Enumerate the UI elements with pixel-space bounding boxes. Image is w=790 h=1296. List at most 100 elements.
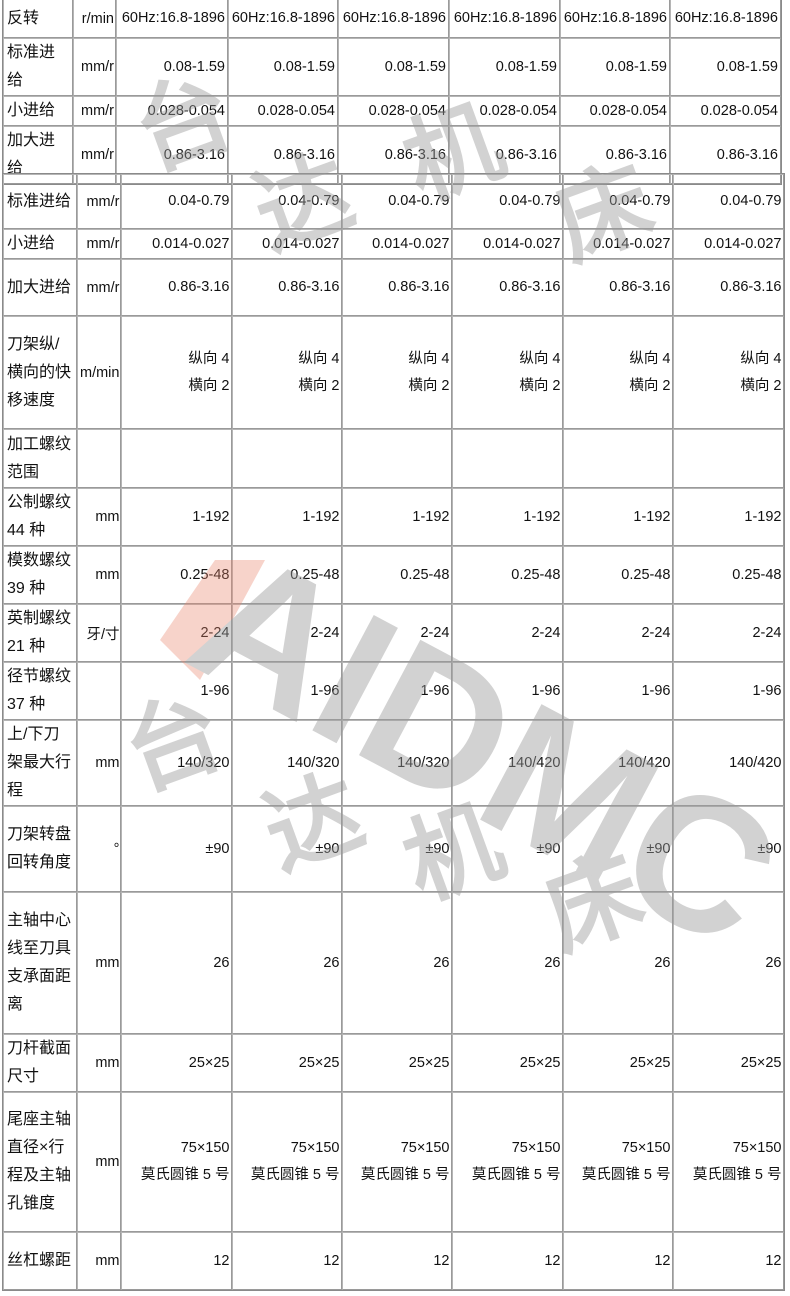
- spec-value: 2-24: [200, 624, 230, 641]
- spec-value: 0.25-48: [511, 566, 561, 583]
- spec-value: 横向 2: [408, 377, 450, 394]
- spec-value: 横向 2: [519, 377, 561, 394]
- spec-value-cell: [563, 429, 674, 488]
- table-row: 丝杠螺距 mm 12 12 12 12 12 12: [3, 1232, 785, 1290]
- spec-value-cell: 140/320: [121, 720, 233, 806]
- spec-value-cell: 0.86-3.16: [670, 126, 781, 184]
- spec-label: 上/下刀架最大行程: [3, 720, 77, 806]
- spec-value-cell: 纵向 4 横向 2: [121, 316, 233, 429]
- spec-value-cell: 0.08-1.59: [670, 38, 781, 96]
- spec-value: 1-192: [633, 508, 671, 525]
- spec-unit: °: [77, 806, 122, 892]
- spec-value: 0.86-3.16: [384, 146, 446, 163]
- spec-value-cell: 60Hz:16.8-1896: [449, 0, 560, 38]
- spec-label: 加工螺纹范围: [3, 429, 77, 488]
- spec-value: 140/320: [177, 754, 230, 771]
- spec-value-cell: 0.014-0.027: [563, 229, 674, 259]
- spec-value: 0.08-1.59: [495, 58, 557, 75]
- spec-value-cell: 0.86-3.16: [563, 259, 674, 316]
- spec-value-cell: 0.04-0.79: [121, 174, 233, 229]
- spec-unit: mm/r: [73, 126, 116, 184]
- table-row: 加工螺纹范围: [3, 429, 785, 488]
- spec-value: 140/320: [397, 754, 450, 771]
- spec-value-cell: 12: [452, 1232, 564, 1290]
- spec-value: 0.86-3.16: [273, 146, 335, 163]
- spec-value-cell: 75×150 莫氏圆锥 5 号: [563, 1092, 674, 1232]
- spec-value-cell: 0.25-48: [232, 546, 343, 604]
- spec-value-cell: 0.028-0.054: [338, 96, 449, 126]
- spec-value: 0.25-48: [621, 566, 671, 583]
- table-row: 主轴中心线至刀具支承面距离 mm 26 26 26 26 26 26: [3, 892, 785, 1034]
- spec-table-main: 标准进给 mm/r 0.04-0.79 0.04-0.79 0.04-0.79 0.04-…: [2, 173, 786, 1291]
- spec-value-cell: 26: [232, 892, 343, 1034]
- spec-value: 2-24: [420, 624, 450, 641]
- spec-value: ±90: [315, 840, 340, 857]
- spec-value: 1-96: [641, 682, 671, 699]
- spec-value-cell: 26: [342, 892, 453, 1034]
- spec-value: 莫氏圆锥 5 号: [471, 1167, 561, 1183]
- spec-value-cell: 25×25: [452, 1034, 564, 1092]
- spec-label: 径节螺纹 37 种: [3, 662, 77, 720]
- spec-value: 横向 2: [740, 377, 782, 394]
- spec-value-cell: 0.014-0.027: [342, 229, 453, 259]
- spec-value-cell: 25×25: [342, 1034, 453, 1092]
- spec-value-cell: 0.86-3.16: [116, 126, 228, 184]
- spec-value: 0.25-48: [180, 566, 230, 583]
- spec-value: 1-192: [192, 508, 230, 525]
- spec-value: 60Hz:16.8-1896: [231, 10, 335, 26]
- spec-value-cell: 1-192: [673, 488, 785, 546]
- spec-value-cell: 2-24: [121, 604, 233, 662]
- spec-value: 0.014-0.027: [593, 235, 671, 252]
- spec-value: 0.86-3.16: [388, 279, 450, 295]
- spec-value-cell: 25×25: [673, 1034, 785, 1092]
- spec-value: 0.028-0.054: [257, 102, 335, 119]
- spec-value-cell: 1-96: [673, 662, 785, 720]
- spec-value: 纵向 4: [519, 350, 561, 367]
- spec-value: 140/420: [729, 754, 782, 771]
- spec-unit: m/min: [77, 316, 122, 429]
- spec-value-cell: 2-24: [673, 604, 785, 662]
- spec-unit: [77, 429, 122, 488]
- spec-value-cell: 60Hz:16.8-1896: [338, 0, 449, 38]
- spec-value-cell: ±90: [673, 806, 785, 892]
- spec-value: 75×150: [290, 1140, 340, 1156]
- spec-value-cell: 140/420: [452, 720, 564, 806]
- spec-value-cell: 0.25-48: [563, 546, 674, 604]
- spec-value-cell: 0.028-0.054: [449, 96, 560, 126]
- spec-label: 尾座主轴直径×行程及主轴孔锥度: [3, 1092, 77, 1232]
- spec-label: 刀杆截面尺寸: [3, 1034, 77, 1092]
- spec-value-cell: 0.86-3.16: [232, 259, 343, 316]
- spec-value-cell: 12: [342, 1232, 453, 1290]
- spec-unit: mm/r: [77, 229, 122, 259]
- spec-value-cell: 0.014-0.027: [452, 229, 564, 259]
- spec-value: 0.014-0.027: [372, 235, 450, 252]
- spec-value: 75×150: [511, 1140, 561, 1156]
- spec-value: 0.86-3.16: [499, 279, 561, 295]
- spec-value-cell: 0.86-3.16: [449, 126, 560, 184]
- spec-value: 0.028-0.054: [368, 102, 446, 119]
- spec-unit: mm/r: [77, 174, 122, 229]
- table-row: 尾座主轴直径×行程及主轴孔锥度 mm 75×150 莫氏圆锥 5 号 75×150 莫氏圆…: [3, 1092, 785, 1232]
- spec-value: 横向 2: [629, 377, 671, 394]
- spec-value: 1-192: [523, 508, 561, 525]
- spec-value: 0.25-48: [400, 566, 450, 583]
- spec-value: 26: [323, 954, 340, 971]
- spec-value: 60Hz:16.8-1896: [674, 10, 778, 26]
- spec-value: 60Hz:16.8-1896: [453, 10, 557, 26]
- spec-value: 26: [213, 954, 230, 971]
- spec-value: 莫氏圆锥 5 号: [140, 1167, 230, 1183]
- spec-value-cell: 1-192: [342, 488, 453, 546]
- spec-unit: mm: [77, 1232, 122, 1290]
- spec-unit: 牙/寸: [77, 604, 122, 662]
- spec-value-cell: 1-96: [232, 662, 343, 720]
- spec-unit: mm/r: [77, 259, 122, 316]
- spec-value-cell: 75×150 莫氏圆锥 5 号: [232, 1092, 343, 1232]
- spec-value-cell: 1-96: [563, 662, 674, 720]
- spec-value-cell: 1-192: [232, 488, 343, 546]
- spec-value-cell: 0.08-1.59: [449, 38, 560, 96]
- spec-value-cell: 0.25-48: [121, 546, 233, 604]
- spec-value-cell: 75×150 莫氏圆锥 5 号: [452, 1092, 564, 1232]
- spec-value: 0.08-1.59: [273, 58, 335, 75]
- table-row: 公制螺纹 44 种 mm 1-192 1-192 1-192 1-192 1-192 1-19…: [3, 488, 785, 546]
- spec-value: 0.25-48: [732, 566, 782, 583]
